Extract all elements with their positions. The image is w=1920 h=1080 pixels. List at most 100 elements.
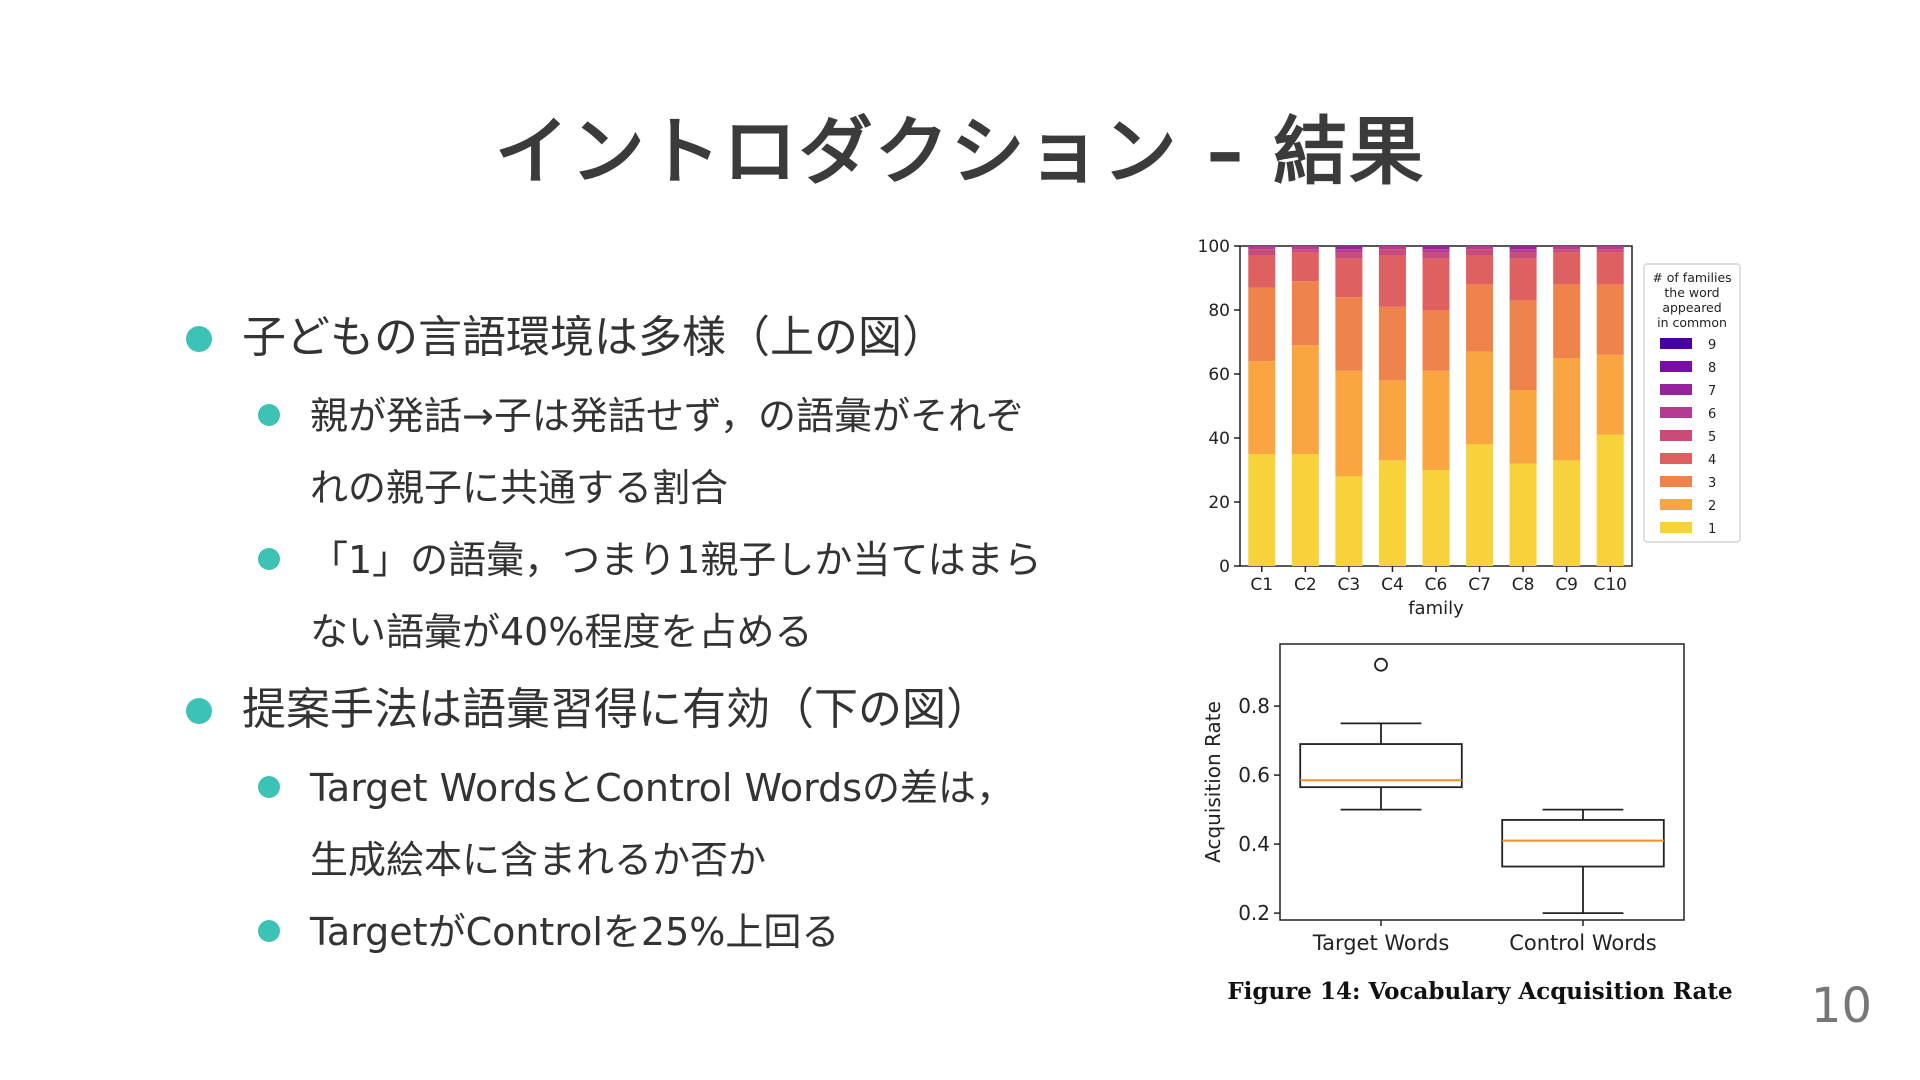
- legend-swatch: [1660, 430, 1692, 441]
- sub-bullet-item: TargetがControlを25%上回る: [258, 896, 1106, 968]
- x-tick-label: C7: [1468, 575, 1491, 595]
- bar-segment: [1291, 345, 1319, 454]
- legend-entry-label: 9: [1708, 338, 1716, 353]
- sub-bullet-item: 「1」の語彙，つまり1親子しか当てはまら ない語彙が40%程度を占める: [258, 524, 1106, 668]
- bar-segment: [1335, 249, 1363, 253]
- bar-segment: [1248, 287, 1276, 362]
- bar-segment: [1466, 351, 1494, 445]
- sub-bullet-item: 親が発話→子は発話せず，の語彙がそれぞ れの親子に共通する割合: [258, 380, 1106, 524]
- legend-swatch: [1660, 338, 1692, 349]
- figure-caption: Figure 14: Vocabulary Acquisition Rate: [1227, 978, 1733, 1005]
- legend-entry-label: 6: [1708, 407, 1716, 422]
- bar-segment: [1248, 255, 1276, 288]
- legend-entry-label: 5: [1708, 430, 1716, 445]
- bar-segment: [1378, 255, 1406, 307]
- legend-box: [1643, 263, 1741, 543]
- legend-entry-label: 3: [1708, 476, 1716, 491]
- y-tick-label: 0.8: [1238, 694, 1270, 718]
- bar-segment: [1596, 284, 1624, 355]
- sub-bullet-text: 親が発話→子は発話せず，の語彙がそれぞ れの親子に共通する割合: [310, 394, 1024, 510]
- bar-segment: [1378, 460, 1406, 566]
- box-plot-chart: 0.2 0.4 0.6 0.8 Acquisition Rate Target Words…: [1201, 643, 1685, 955]
- bar-segment: [1291, 246, 1319, 250]
- y-tick-label: 80: [1208, 301, 1230, 321]
- bar-segment: [1509, 300, 1537, 390]
- legend-entry-label: 4: [1708, 453, 1716, 468]
- bar-segment: [1422, 370, 1450, 470]
- bar-segment: [1553, 252, 1581, 285]
- bar-segment: [1422, 246, 1450, 250]
- y-tick-label: 40: [1208, 429, 1230, 449]
- slide-title: イントロダクション – 結果: [494, 109, 1426, 195]
- bar-segment: [1509, 249, 1537, 253]
- page-number: 10: [1810, 978, 1872, 1034]
- y-tick-label: 0.6: [1238, 763, 1270, 787]
- legend-swatch: [1660, 384, 1692, 395]
- bar-segment: [1335, 370, 1363, 477]
- x-axis-label: family: [1408, 598, 1464, 619]
- bullet-list: 子どもの言語環境は多様（上の図） 親が発話→子は発話せず，の語彙がそれぞ れの親…: [186, 296, 1106, 968]
- bar-segment: [1509, 390, 1537, 464]
- bar-segment: [1378, 249, 1406, 256]
- legend-swatch: [1660, 453, 1692, 464]
- y-tick-label: 0: [1219, 557, 1230, 577]
- legend-swatch: [1660, 361, 1692, 372]
- sub-bullet-item: Target WordsとControl Wordsの差は， 生成絵本に含まれる…: [258, 752, 1106, 896]
- bar-segment: [1335, 297, 1363, 371]
- bar-segment: [1248, 361, 1276, 454]
- x-tick-label: C6: [1425, 575, 1448, 595]
- box: [1501, 819, 1665, 868]
- bar-segment: [1596, 354, 1624, 435]
- bar-segment: [1553, 249, 1581, 253]
- legend-entry-label: 2: [1708, 499, 1716, 514]
- bar-segment: [1553, 460, 1581, 566]
- y-tick-label: 60: [1208, 365, 1230, 385]
- legend-swatch: [1660, 476, 1692, 487]
- bar-segment: [1378, 306, 1406, 381]
- bar-segment: [1596, 434, 1624, 566]
- sub-bullet-text: Target WordsとControl Wordsの差は， 生成絵本に含まれる…: [310, 766, 1015, 882]
- legend-swatch: [1660, 522, 1692, 533]
- bar-segment: [1291, 281, 1319, 346]
- y-tick-label: 0.4: [1238, 832, 1270, 856]
- bar-segment: [1422, 310, 1450, 371]
- x-tick-label: C10: [1593, 575, 1627, 595]
- bar-segment: [1291, 249, 1319, 253]
- bar-segment: [1466, 284, 1494, 352]
- x-tick-label: C1: [1250, 575, 1273, 595]
- x-tick-label: C3: [1338, 575, 1361, 595]
- bar-segment: [1509, 463, 1537, 566]
- y-axis-label: Acquisition Rate: [1201, 701, 1225, 863]
- legend-entry-label: 7: [1708, 384, 1716, 399]
- bar-segment: [1248, 454, 1276, 566]
- bar-segment: [1596, 252, 1624, 285]
- bar-segment: [1248, 249, 1276, 256]
- bar-segment: [1509, 258, 1537, 301]
- bar-segment: [1466, 255, 1494, 285]
- bar-segment: [1335, 476, 1363, 566]
- bar-segment: [1248, 246, 1276, 250]
- bar-segment: [1378, 380, 1406, 461]
- bar-segment: [1553, 358, 1581, 461]
- bar-segment: [1335, 246, 1363, 250]
- sub-bullet-text: TargetがControlを25%上回る: [310, 910, 840, 954]
- x-tick-label: C8: [1512, 575, 1535, 595]
- bar-segment: [1509, 246, 1537, 250]
- y-tick-label: 100: [1198, 237, 1230, 257]
- y-tick-label: 20: [1208, 493, 1230, 513]
- bar-segment: [1509, 252, 1537, 259]
- bar-segment: [1553, 246, 1581, 250]
- bar-segment: [1466, 246, 1494, 250]
- bar-segment: [1422, 258, 1450, 310]
- sub-bullet-text: 「1」の語彙，つまり1親子しか当てはまら ない語彙が40%程度を占める: [310, 538, 1042, 654]
- box: [1299, 743, 1463, 789]
- plot-frame: [1279, 643, 1685, 921]
- legend-swatch: [1660, 499, 1692, 510]
- bar-segment: [1335, 258, 1363, 298]
- bar-segment: [1596, 246, 1624, 250]
- y-tick-label: 0.2: [1238, 901, 1270, 925]
- x-tick-label: C9: [1555, 575, 1578, 595]
- legend-entry-label: 8: [1708, 361, 1716, 376]
- stacked-bar-chart: 0 20 40 60 80 100 C1 C2 C3 C4 C6 C7 C8 C9 C10 family # o…: [1198, 237, 1741, 619]
- bar-segment: [1553, 284, 1581, 358]
